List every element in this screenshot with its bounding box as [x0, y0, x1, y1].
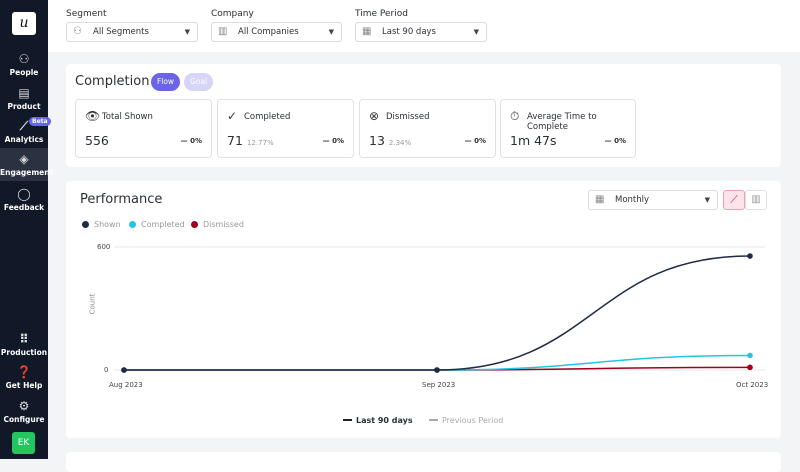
performance-chart: [114, 246, 765, 373]
layers-icon: ◈: [19, 152, 29, 166]
sidebar-item-engagement[interactable]: ◈ Engagement: [0, 148, 53, 181]
product-icon: ▤: [18, 86, 30, 100]
sidebar-item-configure[interactable]: ⚙ Configure: [0, 399, 48, 424]
line-chart-icon: ⟋: [730, 193, 738, 206]
company-label: Company: [211, 9, 254, 19]
company-select[interactable]: ▥ All Companies ▼: [211, 22, 342, 42]
line-chart-toggle[interactable]: ⟋: [723, 190, 745, 210]
data-point-completed: [747, 352, 753, 359]
segment-select[interactable]: ⚇ All Segments ▼: [66, 22, 198, 42]
x-tick-sep: Sep 2023: [422, 381, 456, 389]
beta-badge: Beta: [29, 117, 51, 126]
legend-completed: Completed: [129, 220, 185, 229]
legend-dismissed: Dismissed: [191, 220, 244, 229]
eye-icon: 👁: [85, 109, 101, 123]
series-line-shown: [123, 255, 751, 371]
caret-down-icon: ▼: [184, 28, 190, 36]
sidebar-item-people[interactable]: ⚇ People: [0, 52, 48, 77]
sidebar-item-feedback[interactable]: ◯ Feedback: [0, 187, 48, 212]
people-icon: ⚇: [18, 52, 30, 66]
x-tick-oct: Oct 2023: [736, 381, 769, 389]
x-circle-icon: ⊗: [369, 109, 380, 123]
metric-completed: ✓ Completed 71 12.77% — 0%: [217, 99, 354, 158]
caret-down-icon: ▼: [473, 28, 479, 36]
data-point-shown: [747, 253, 753, 259]
calendar-icon: ▦: [595, 194, 605, 205]
completion-title: Completion: [75, 74, 150, 89]
y-tick-600: 600: [97, 243, 111, 251]
data-point-shown: [434, 367, 440, 373]
x-tick-aug: Aug 2023: [109, 381, 143, 389]
chat-icon: ◯: [17, 187, 31, 201]
calendar-icon: ▦: [362, 26, 372, 37]
stopwatch-icon: ⏱: [510, 109, 520, 123]
period-label: Time Period: [355, 9, 408, 19]
y-tick-0: 0: [104, 366, 109, 374]
interval-select[interactable]: ▦ Monthly ▼: [588, 190, 718, 210]
sidebar-item-analytics[interactable]: ⟋ Analytics Beta: [0, 117, 51, 144]
sidebar-item-product[interactable]: ▤ Product: [0, 86, 48, 111]
users-icon: ⚇: [73, 26, 82, 37]
performance-card: [66, 181, 781, 438]
avatar[interactable]: EK: [12, 432, 35, 454]
caret-down-icon: ▼: [328, 28, 334, 36]
performance-title: Performance: [80, 192, 163, 207]
app-logo: u: [12, 12, 36, 35]
tab-flow[interactable]: Flow: [151, 73, 180, 91]
metric-dismissed: ⊗ Dismissed 13 2.34% — 0%: [359, 99, 496, 158]
sidebar-item-production[interactable]: ⠿ Production: [0, 332, 48, 357]
metric-total-shown: 👁 Total Shown 556— 0%: [75, 99, 212, 158]
legend-current-period[interactable]: Last 90 days: [343, 416, 413, 425]
legend-shown: Shown: [82, 220, 121, 229]
building-icon: ▥: [218, 26, 228, 37]
period-select[interactable]: ▦ Last 90 days ▼: [355, 22, 487, 42]
sidebar: u ⚇ People ▤ Product ⟋ Analytics Beta ◈ Engag…: [0, 0, 53, 459]
tab-goal[interactable]: Goal: [184, 73, 213, 91]
analytics-icon: ⟋: [19, 119, 29, 133]
help-icon: ❓: [16, 365, 32, 379]
data-point-dismissed: [747, 364, 753, 371]
bar-chart-icon: ▥: [751, 194, 761, 205]
metric-avg-time: ⏱ Average Time to Complete 1m 47s — 0%: [500, 99, 636, 158]
data-point-shown: [121, 367, 127, 373]
check-circle-icon: ✓: [227, 109, 238, 123]
caret-down-icon: ▼: [704, 196, 710, 204]
legend-previous-period[interactable]: Previous Period: [429, 416, 503, 425]
grid-icon: ⠿: [19, 332, 29, 346]
gear-icon: ⚙: [18, 399, 30, 413]
segment-label: Segment: [66, 9, 107, 19]
sidebar-item-help[interactable]: ❓ Get Help: [0, 365, 48, 390]
bar-chart-toggle[interactable]: ▥: [745, 190, 767, 210]
